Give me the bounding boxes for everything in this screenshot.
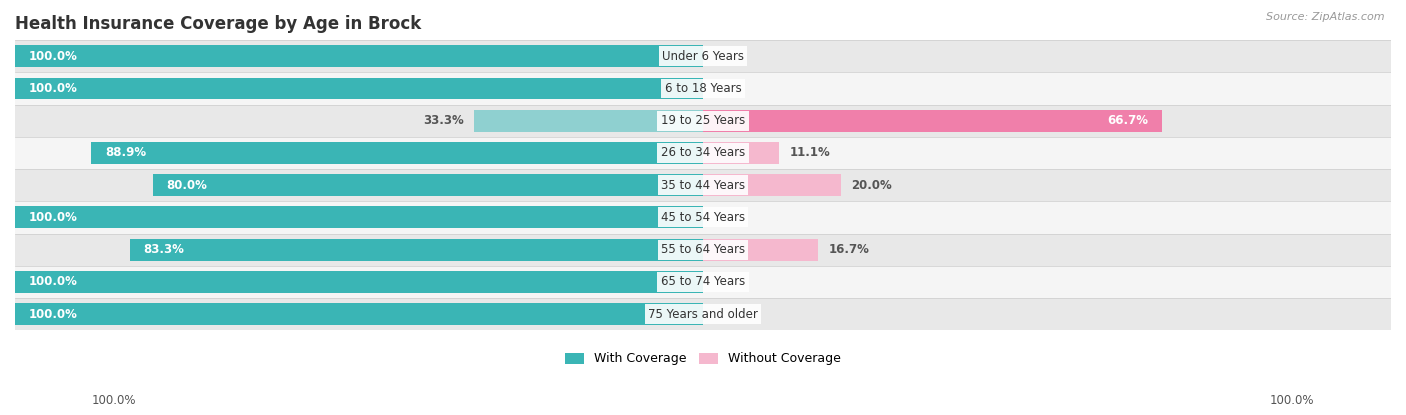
Text: Source: ZipAtlas.com: Source: ZipAtlas.com — [1267, 12, 1385, 22]
Text: 6 to 18 Years: 6 to 18 Years — [665, 82, 741, 95]
Bar — [15, 234, 1391, 266]
Text: 100.0%: 100.0% — [28, 82, 77, 95]
Text: 66.7%: 66.7% — [1107, 114, 1149, 127]
Text: 100.0%: 100.0% — [28, 211, 77, 224]
Bar — [15, 303, 703, 325]
Text: 75 Years and older: 75 Years and older — [648, 308, 758, 321]
Text: 55 to 64 Years: 55 to 64 Years — [661, 243, 745, 256]
Text: 100.0%: 100.0% — [28, 50, 77, 63]
Text: Under 6 Years: Under 6 Years — [662, 50, 744, 63]
Bar — [15, 105, 1391, 137]
Text: 88.9%: 88.9% — [105, 146, 146, 159]
Text: 80.0%: 80.0% — [166, 179, 207, 192]
Text: 45 to 54 Years: 45 to 54 Years — [661, 211, 745, 224]
Text: 100.0%: 100.0% — [28, 308, 77, 321]
Bar — [15, 45, 703, 67]
Bar — [474, 110, 703, 132]
Bar — [15, 137, 1391, 169]
Bar — [703, 142, 779, 164]
Text: 20.0%: 20.0% — [851, 179, 891, 192]
Bar — [15, 201, 1391, 234]
Text: 100.0%: 100.0% — [1270, 394, 1315, 407]
Bar — [15, 72, 1391, 105]
Bar — [15, 271, 703, 293]
Bar — [703, 110, 1161, 132]
Bar — [91, 142, 703, 164]
Text: 100.0%: 100.0% — [91, 394, 136, 407]
Text: 33.3%: 33.3% — [423, 114, 464, 127]
Text: 65 to 74 Years: 65 to 74 Years — [661, 276, 745, 288]
Text: 83.3%: 83.3% — [143, 243, 184, 256]
Text: 11.1%: 11.1% — [790, 146, 831, 159]
Bar — [129, 239, 703, 261]
Text: 19 to 25 Years: 19 to 25 Years — [661, 114, 745, 127]
Bar — [15, 169, 1391, 201]
Bar — [703, 239, 818, 261]
Text: 100.0%: 100.0% — [28, 276, 77, 288]
Bar — [15, 266, 1391, 298]
Bar — [15, 206, 703, 228]
Bar — [15, 298, 1391, 330]
Text: 35 to 44 Years: 35 to 44 Years — [661, 179, 745, 192]
Text: Health Insurance Coverage by Age in Brock: Health Insurance Coverage by Age in Broc… — [15, 15, 422, 33]
Legend: With Coverage, Without Coverage: With Coverage, Without Coverage — [561, 347, 845, 371]
Bar — [15, 78, 703, 100]
Bar — [153, 174, 703, 196]
Text: 26 to 34 Years: 26 to 34 Years — [661, 146, 745, 159]
Bar — [703, 174, 841, 196]
Text: 16.7%: 16.7% — [828, 243, 869, 256]
Bar — [15, 40, 1391, 72]
